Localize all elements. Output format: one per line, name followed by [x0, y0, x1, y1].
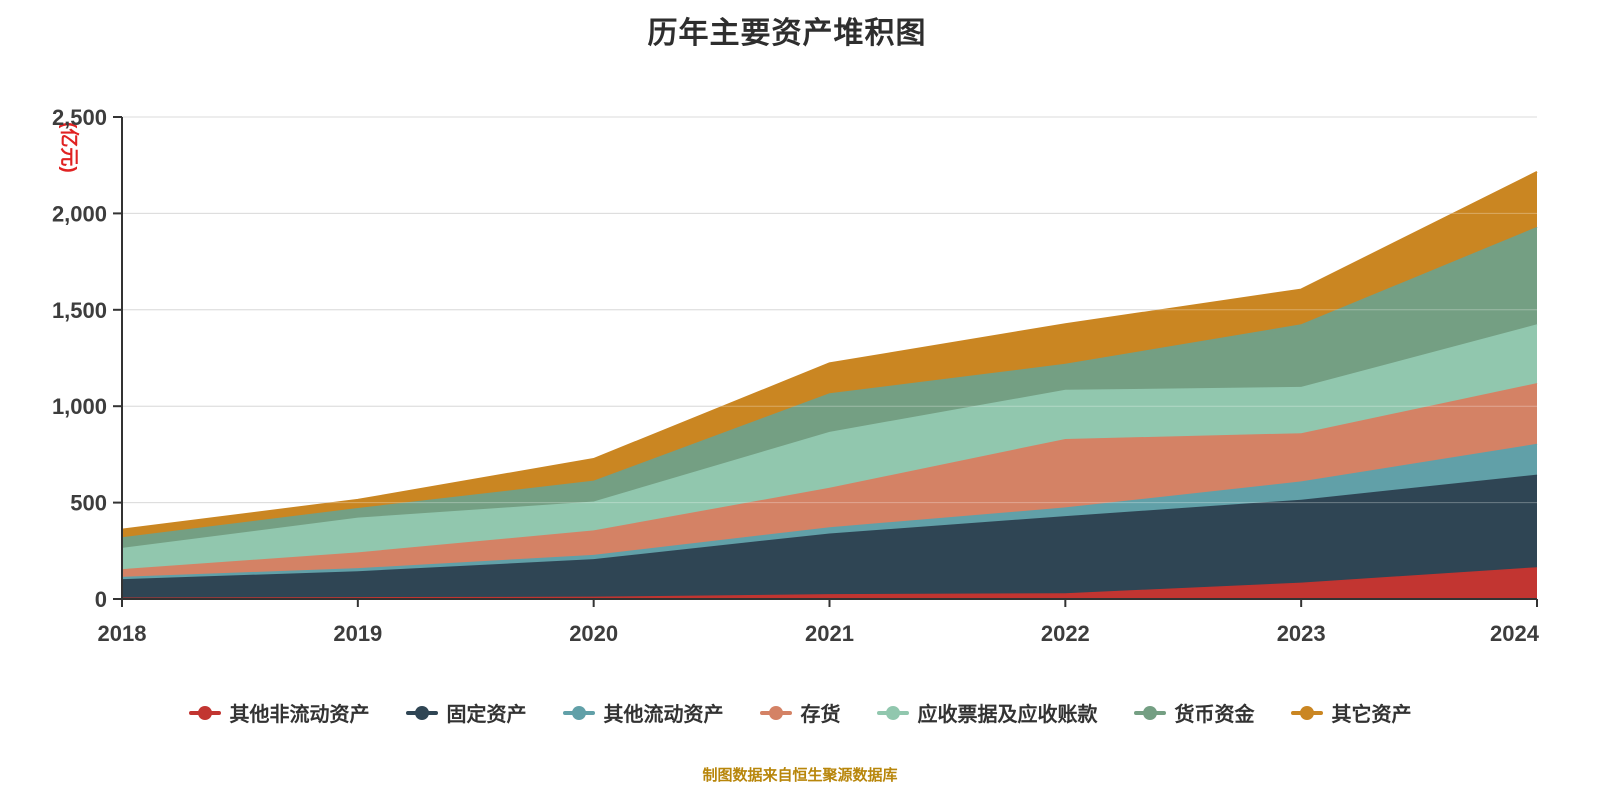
x-tick-label-2022: 2022 — [1041, 621, 1090, 646]
area-series-1 — [122, 474, 1537, 598]
line-series-6 — [121, 171, 1538, 531]
chart-title: 历年主要资产堆积图 — [647, 17, 927, 50]
legend-item-4[interactable]: 应收票据及应收账款 — [876, 698, 1098, 727]
legend-marker-icon — [405, 705, 438, 720]
area-series-3 — [122, 383, 1537, 577]
legend-label: 存货 — [800, 704, 841, 726]
legend-marker-icon — [759, 705, 792, 720]
legend-marker-icon — [876, 705, 909, 720]
legend-marker-icon — [1290, 705, 1323, 720]
legend-label: 其它资产 — [1331, 704, 1412, 726]
area-series-0 — [122, 567, 1537, 599]
legend-marker-icon — [1133, 705, 1166, 720]
legend-marker-icon — [188, 705, 221, 720]
y-tick-label-0: 0 — [95, 587, 107, 612]
y-tick-label-1500: 1,500 — [52, 298, 107, 323]
x-tick-label-2018: 2018 — [98, 621, 147, 646]
y-tick-label-1000: 1,000 — [52, 394, 107, 419]
x-tick-label-2024: 2024 — [1490, 621, 1540, 646]
legend-label: 其他非流动资产 — [229, 704, 370, 726]
legend-item-0[interactable]: 其他非流动资产 — [188, 698, 370, 727]
legend: 其他非流动资产 固定资产 其他流动资产 存货 应收票据及应收账款 货币资金 其它资产 — [0, 698, 1600, 727]
area-series-4 — [122, 324, 1537, 570]
legend-item-5[interactable]: 货币资金 — [1133, 698, 1255, 727]
legend-label: 固定资产 — [446, 704, 527, 726]
plot-area: 0 500 1,000 1,500 2,000 2,500 2018 2019 2020 2021… — [52, 105, 1540, 646]
legend-item-3[interactable]: 存货 — [759, 698, 841, 727]
legend-label: 应收票据及应收账款 — [917, 704, 1098, 726]
x-tick-label-2023: 2023 — [1277, 621, 1326, 646]
x-tick-label-2020: 2020 — [569, 621, 618, 646]
legend-label: 货币资金 — [1174, 704, 1255, 726]
legend-label: 其他流动资产 — [603, 704, 724, 726]
y-tick-label-2500: 2,500 — [52, 105, 107, 130]
area-series-5 — [122, 226, 1537, 548]
x-tick-label-2021: 2021 — [805, 621, 854, 646]
y-tick-label-500: 500 — [70, 491, 107, 516]
y-tick-label-2000: 2,000 — [52, 201, 107, 226]
legend-item-1[interactable]: 固定资产 — [405, 698, 527, 727]
legend-item-6[interactable]: 其它资产 — [1290, 698, 1412, 727]
data-source-note: 制图数据来自恒生聚源数据库 — [702, 767, 898, 784]
legend-marker-icon — [562, 705, 595, 720]
x-tick-label-2019: 2019 — [333, 621, 382, 646]
legend-item-2[interactable]: 其他流动资产 — [562, 698, 724, 727]
